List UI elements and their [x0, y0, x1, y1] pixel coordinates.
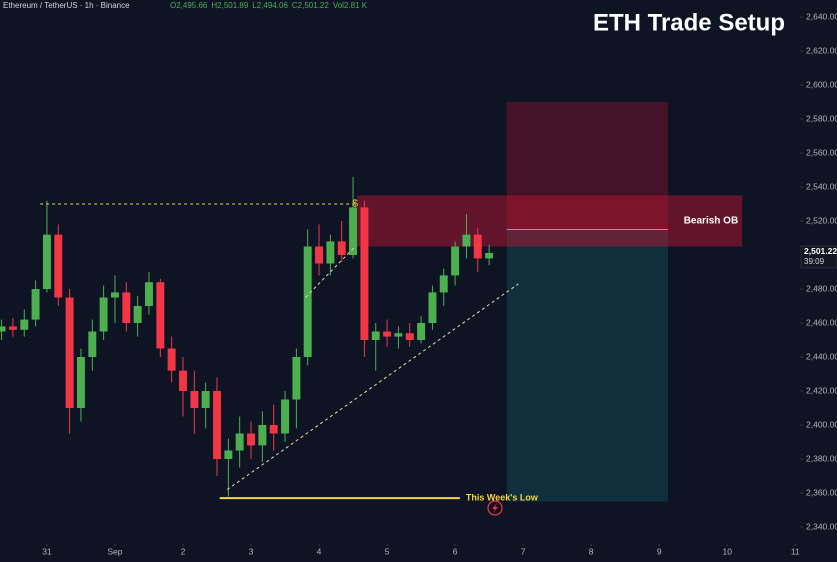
y-tick-label: 2,440.00	[806, 351, 837, 361]
candle-body	[326, 241, 335, 264]
candle-body	[0, 326, 6, 332]
x-tick-label: 6	[453, 546, 458, 556]
ohlc-value: C2,501.22	[292, 1, 329, 10]
x-tick-label: 9	[657, 546, 662, 556]
candles	[0, 176, 494, 497]
candle-body	[20, 319, 29, 330]
x-tick-label: 4	[317, 546, 322, 556]
candle-body	[110, 292, 119, 298]
candle-body	[439, 275, 448, 293]
candle-body	[303, 246, 312, 357]
candle-body	[315, 246, 324, 264]
x-tick-label: 7	[521, 546, 526, 556]
y-tick-label: 2,600.00	[806, 79, 837, 89]
candle-body	[292, 357, 301, 400]
overlay: Bearish OB $ This Week's Low	[40, 199, 738, 502]
candle-body	[360, 207, 369, 340]
candle-body	[65, 297, 74, 408]
candle-body	[485, 252, 494, 259]
candle-body	[213, 391, 221, 459]
zones	[357, 102, 743, 502]
candle-body	[76, 357, 85, 408]
x-tick-label: 11	[791, 546, 800, 556]
target-zone	[506, 229, 669, 502]
candle-body	[8, 326, 17, 330]
candle-body	[462, 234, 471, 247]
lightning-icon	[487, 500, 503, 516]
candle-body	[99, 297, 108, 332]
candle-body	[417, 323, 426, 340]
y-tick-label: 2,360.00	[806, 487, 837, 497]
y-tick-label: 2,620.00	[806, 45, 837, 55]
y-tick-label: 2,340.00	[806, 521, 837, 531]
x-tick-label: 3	[249, 546, 254, 556]
x-tick-label: 5	[385, 546, 390, 556]
icon-ring	[487, 500, 503, 516]
ohlc-value: O2,495.66	[170, 1, 208, 10]
candle-body	[156, 282, 165, 349]
ohlc-value: H2,501.89	[211, 1, 248, 10]
y-tick-label: 2,420.00	[806, 385, 837, 395]
x-tick-label: 10	[722, 546, 732, 556]
candle-body	[405, 333, 414, 340]
candle-body	[179, 370, 187, 391]
candle-body	[224, 450, 233, 459]
candle-body	[451, 246, 460, 276]
y-tick-label: 2,540.00	[806, 181, 837, 191]
trendline	[226, 283, 519, 491]
y-tick-label: 2,560.00	[806, 147, 837, 157]
candle-body	[31, 289, 40, 320]
candle-body	[371, 331, 380, 340]
candle-body	[167, 348, 176, 371]
candle-body	[190, 391, 199, 408]
candle-body	[42, 234, 51, 289]
candle-body	[258, 425, 267, 446]
week-low-label: This Week's Low	[466, 492, 539, 502]
x-tick-label: 31	[42, 546, 52, 556]
candle-body	[201, 391, 210, 408]
price-tag-label: 2,501.22	[804, 246, 837, 256]
price-tag	[800, 245, 837, 269]
candle-body	[337, 241, 346, 255]
icon-bolt	[492, 503, 498, 513]
order-block	[357, 195, 743, 247]
candle-body	[428, 292, 437, 323]
candle-body	[349, 207, 358, 255]
candle-body	[269, 425, 278, 434]
y-tick-label: 2,640.00	[806, 11, 837, 21]
y-tick-label: 2,460.00	[806, 317, 837, 327]
candle-body	[473, 234, 482, 259]
candle-body	[394, 333, 403, 337]
order-block-label: Bearish OB	[684, 216, 738, 227]
candle-body	[133, 306, 142, 323]
x-tick-label: Sep	[107, 546, 122, 556]
candle-body	[281, 399, 290, 434]
y-tick-label: 2,580.00	[806, 113, 837, 123]
x-tick-label: 8	[589, 546, 594, 556]
y-tick-label: 2,400.00	[806, 419, 837, 429]
liquidity-label: $	[352, 199, 358, 210]
candle-body	[247, 433, 255, 446]
ohlc-value: Vol2.81 K	[333, 1, 368, 10]
y-tick-label: 2,480.00	[806, 283, 837, 293]
stop-zone	[506, 102, 669, 230]
ohlc-value: L2,494.06	[252, 1, 288, 10]
candle-body	[54, 234, 63, 298]
chart-title: ETH Trade Setup	[593, 9, 785, 36]
y-tick-label: 2,380.00	[806, 453, 837, 463]
y-tick-label: 2,520.00	[806, 215, 837, 225]
countdown: 39:09	[804, 257, 825, 266]
candle-body	[383, 331, 392, 337]
x-tick-label: 2	[181, 546, 186, 556]
candle-body	[88, 331, 97, 357]
candle-body	[145, 282, 153, 306]
candle-body	[235, 433, 244, 451]
candle-body	[122, 292, 131, 323]
symbol: Ethereum / TetherUS · 1h · Binance	[3, 1, 130, 10]
